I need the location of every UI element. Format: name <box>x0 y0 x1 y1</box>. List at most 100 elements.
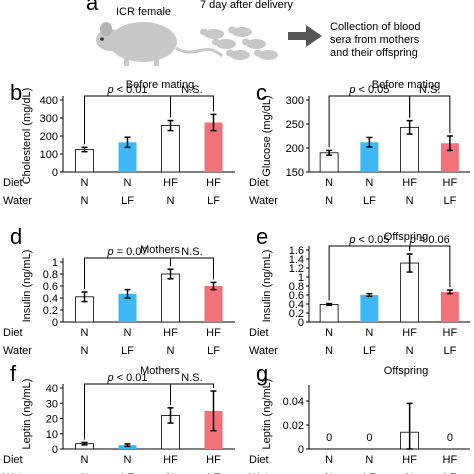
x-label-water: LF <box>363 472 376 474</box>
x-label-water: LF <box>207 345 220 357</box>
panel-c: c Before mating Glucose (mg/dL) 150 200 250 30… <box>249 79 470 207</box>
significance-label: p < 0.01 <box>106 84 147 96</box>
bar-n-lf <box>118 142 137 172</box>
x-label-water: N <box>81 195 89 207</box>
row-label-water: Water <box>3 195 32 207</box>
significance-label: p < 0.01 <box>106 372 147 384</box>
x-label-diet: N <box>124 177 132 189</box>
y-tick-label: 1.4 <box>289 254 304 266</box>
bar-n-n <box>319 304 339 323</box>
collection-line-2: sera from mothers <box>330 34 420 46</box>
x-label-water: N <box>406 195 414 207</box>
x-label-diet: HF <box>163 454 178 466</box>
y-tick-label: 0.02 <box>283 420 304 432</box>
panel-g: g Offspring Leptin (ng/mL) 0 0.02 0.04 0 N N 0 N LF… <box>249 361 470 474</box>
y-tick-label: 10 <box>46 429 58 441</box>
row-label-water: Water <box>3 345 32 357</box>
x-label-water: LF <box>363 195 376 207</box>
y-tick-label: 1 <box>298 272 304 284</box>
bar-n-lf <box>360 295 379 322</box>
x-label-water: LF <box>443 472 456 474</box>
significance-label: N.S. <box>181 372 202 384</box>
y-axis-label: Cholesterol (mg/dL) <box>21 88 33 185</box>
y-tick-label: 150 <box>286 167 304 179</box>
collection-line-1: Collection of blood <box>330 21 421 33</box>
significance-label: p < 0.05 <box>348 84 389 96</box>
arrow-icon <box>288 25 322 47</box>
bar-hf-n <box>161 125 180 173</box>
row-label-diet: Diet <box>249 177 269 189</box>
row-label-diet: Diet <box>3 454 23 466</box>
bar-hf-lf <box>440 143 459 172</box>
panel-letter-e: e <box>256 224 268 249</box>
y-axis-label: Insulin (ng/mL) <box>261 250 273 323</box>
bar-n-lf <box>118 293 137 322</box>
x-label-diet: HF <box>206 327 221 339</box>
y-tick-label: 300 <box>286 95 304 107</box>
bar-hf-lf <box>440 291 459 322</box>
row-label-water: Water <box>249 345 278 357</box>
x-label-diet: HF <box>443 454 458 466</box>
x-label-diet: N <box>124 454 132 466</box>
panel-letter-c: c <box>256 80 267 105</box>
panel-f: f Mothers Leptin (ng/mL) 0 10 20 30 40 N N N LF HF N H… <box>3 361 235 474</box>
x-label-diet: N <box>81 327 89 339</box>
x-label-diet: HF <box>206 177 221 189</box>
data-label: 0 <box>326 432 332 444</box>
significance-bracket <box>328 245 411 301</box>
bar-hf-lf <box>204 122 223 172</box>
mouse-label: ICR female <box>116 6 171 18</box>
y-tick-label: 100 <box>40 149 58 161</box>
x-label-diet: HF <box>163 327 178 339</box>
x-label-water: LF <box>121 472 134 474</box>
row-label-diet: Diet <box>249 327 269 339</box>
x-label-diet: N <box>365 454 373 466</box>
bar-n-n <box>75 149 94 173</box>
significance-label: p = 0.07 <box>106 246 147 258</box>
y-tick-label: 0.8 <box>43 269 58 281</box>
significance-label: N.S. <box>181 246 202 258</box>
row-label-diet: Diet <box>3 177 23 189</box>
x-label-diet: N <box>124 327 132 339</box>
y-tick-label: 0.04 <box>283 396 304 408</box>
significance-label: p < 0.05 <box>348 234 389 246</box>
panel-a: a ICR female 7 day after delivery Collec… <box>86 0 421 66</box>
y-tick-label: 0.8 <box>289 281 304 293</box>
y-tick-label: 1.6 <box>289 245 304 257</box>
x-label-diet: HF <box>163 177 178 189</box>
row-label-water: Water <box>249 195 278 207</box>
y-tick-label: 0.2 <box>289 308 304 320</box>
chart-title: Mothers <box>140 365 180 377</box>
x-label-water: N <box>406 472 414 474</box>
panel-letter-d: d <box>10 224 22 249</box>
y-tick-label: 0.4 <box>43 293 58 305</box>
significance-label: p = 0.06 <box>409 234 450 246</box>
x-label-diet: N <box>365 177 373 189</box>
y-tick-label: 250 <box>286 119 304 131</box>
significance-bracket <box>170 95 214 118</box>
x-label-water: N <box>406 345 414 357</box>
chart-title: Offspring <box>384 365 428 377</box>
y-tick-label: 0.4 <box>289 299 304 311</box>
significance-bracket <box>170 257 214 280</box>
x-label-diet: HF <box>443 177 458 189</box>
row-label-water: Water <box>249 472 278 474</box>
offspring-mice-icon <box>200 26 278 60</box>
x-label-diet: N <box>325 454 333 466</box>
row-label-diet: Diet <box>249 454 269 466</box>
data-label: 0 <box>366 432 372 444</box>
y-tick-label: 0 <box>52 317 58 329</box>
data-label: 0 <box>447 432 453 444</box>
timing-label: 7 day after delivery <box>200 0 293 11</box>
y-tick-label: 0.6 <box>289 290 304 302</box>
y-axis-label: Glucose (mg/dL) <box>261 95 273 176</box>
significance-bracket <box>84 383 171 440</box>
bar-hf-n <box>161 273 180 323</box>
y-tick-label: 20 <box>46 414 58 426</box>
x-label-water: LF <box>207 472 220 474</box>
x-label-water: N <box>325 345 333 357</box>
y-axis-label: Leptin (ng/mL) <box>261 379 273 450</box>
y-tick-label: 0 <box>298 317 304 329</box>
